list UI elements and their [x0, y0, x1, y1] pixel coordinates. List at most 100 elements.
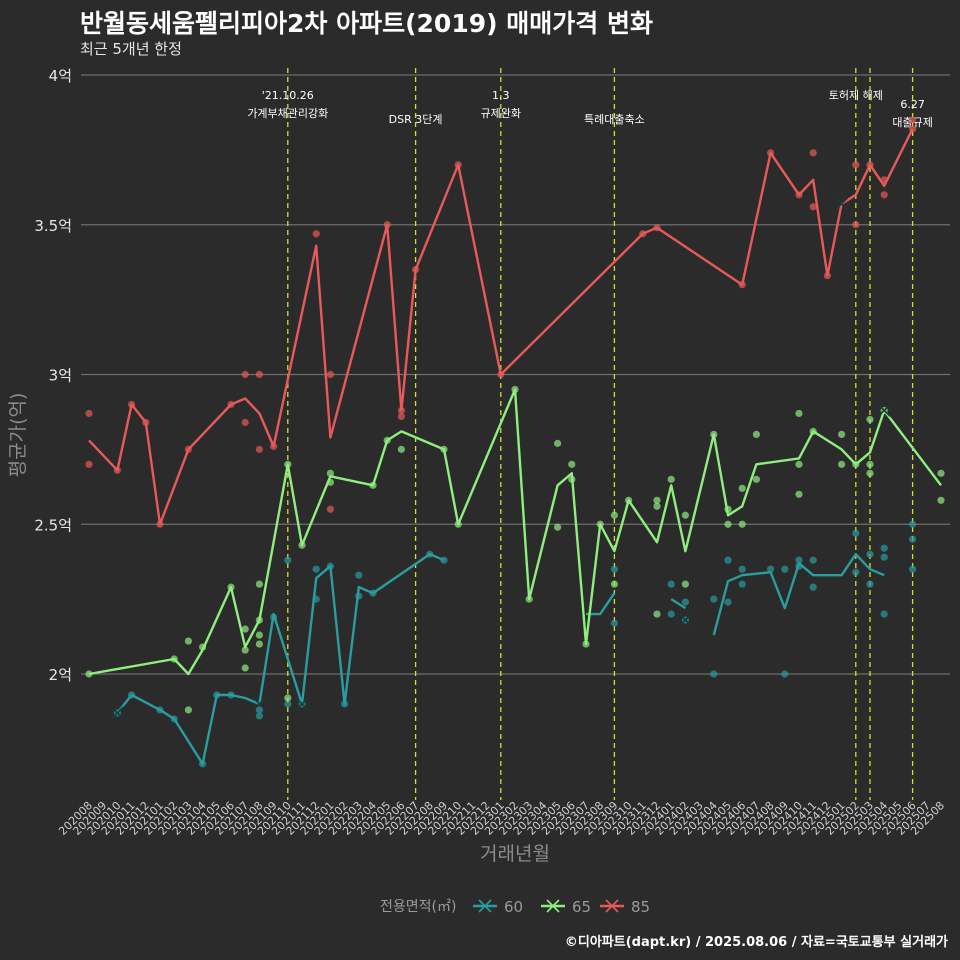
data-point — [255, 445, 263, 453]
data-point — [809, 583, 817, 591]
data-point — [312, 230, 320, 238]
data-point — [866, 580, 874, 588]
legend-items: 60 65 85 — [473, 898, 650, 916]
event-label: '21.10.26 — [262, 89, 314, 102]
data-point — [724, 598, 732, 606]
data-point — [738, 520, 746, 528]
data-point — [866, 469, 874, 477]
chart-title: 반월동세움펠리피아2차 아파트(2019) 매매가격 변화 — [80, 9, 653, 38]
data-point — [866, 415, 874, 424]
legend-label: 60 — [504, 898, 523, 916]
series-line — [712, 553, 885, 636]
data-point — [554, 523, 562, 531]
data-point — [880, 544, 888, 552]
data-point — [880, 191, 888, 199]
series-layer — [85, 116, 945, 768]
data-point — [610, 511, 619, 519]
event-label: 6.27 — [900, 98, 925, 111]
axis-layer: 2억2.5억3억3.5억4억20200820200920201020201120… — [34, 67, 947, 838]
data-point — [184, 637, 192, 645]
data-point — [710, 595, 718, 603]
y-tick-label: 2.5억 — [34, 516, 72, 534]
data-point — [738, 580, 746, 588]
data-point — [312, 565, 320, 573]
data-point — [724, 520, 732, 528]
y-tick-label: 4억 — [49, 67, 72, 85]
data-point — [255, 370, 263, 379]
data-point — [667, 475, 675, 483]
data-point — [653, 496, 661, 504]
cross-marker — [877, 403, 891, 418]
data-point — [284, 694, 292, 702]
data-point — [909, 116, 917, 124]
series-line — [116, 553, 445, 765]
event-label: 특례대출축소 — [584, 113, 645, 126]
data-point — [752, 475, 761, 483]
data-point — [681, 598, 690, 606]
data-point — [880, 553, 888, 561]
x-axis-title: 거래년월 — [480, 843, 550, 865]
series-60 — [110, 520, 917, 768]
data-point — [738, 484, 746, 492]
source-caption: ©디아파트(dapt.kr) / 2025.08.06 / 자료=국토교통부 실… — [564, 935, 948, 950]
data-point — [838, 460, 846, 468]
data-point — [738, 565, 746, 573]
series-line — [88, 388, 942, 676]
data-point — [554, 439, 562, 447]
data-point — [284, 556, 292, 564]
cross-marker — [678, 613, 692, 627]
data-point — [397, 412, 405, 421]
legend-label: 65 — [572, 898, 591, 916]
legend-title: 전용면적(㎡) — [380, 899, 456, 915]
data-point — [667, 610, 675, 618]
chart-subtitle: 최근 5개년 한정 — [80, 40, 182, 58]
data-point — [397, 445, 405, 453]
data-point — [326, 370, 334, 379]
data-point — [795, 490, 803, 498]
data-point — [241, 370, 249, 379]
y-axis-title: 평균가(억) — [7, 393, 29, 478]
data-point — [809, 149, 817, 157]
data-point — [255, 706, 263, 714]
data-point — [241, 625, 249, 633]
data-point — [838, 430, 846, 438]
data-point — [937, 469, 945, 477]
data-point — [767, 565, 775, 573]
data-point — [326, 505, 334, 513]
data-point — [610, 619, 619, 627]
y-tick-label: 2억 — [49, 666, 72, 684]
data-point — [681, 511, 690, 519]
cross-marker — [835, 197, 849, 211]
event-label: 토허제 해제 — [829, 88, 883, 102]
data-point — [781, 670, 789, 678]
data-point — [255, 580, 263, 588]
data-point — [809, 203, 817, 211]
data-point — [809, 556, 817, 564]
data-point — [852, 221, 860, 229]
data-point — [568, 460, 576, 468]
series-line — [670, 598, 687, 610]
data-point — [866, 550, 874, 558]
series-65 — [85, 385, 945, 714]
data-point — [795, 556, 803, 564]
data-point — [241, 418, 249, 427]
data-point — [880, 610, 888, 618]
data-point — [667, 580, 675, 588]
data-point — [795, 460, 803, 468]
cross-marker — [110, 706, 124, 720]
data-point — [610, 580, 619, 588]
legend: 전용면적(㎡) 60 65 85 — [380, 898, 650, 916]
data-point — [795, 409, 803, 418]
data-point — [937, 496, 945, 504]
data-point — [852, 529, 860, 537]
event-lines: '21.10.26 가계부채관리강화 DSR 3단계 1.3 규제완화 특례대출축소 토허제… — [247, 68, 933, 800]
legend-label: 85 — [631, 898, 650, 916]
event-label: 1.3 — [492, 89, 510, 102]
cross-marker — [252, 697, 266, 711]
legend-swatch-cross — [478, 899, 492, 913]
cross-marker — [295, 697, 309, 711]
event-label: 규제완화 — [481, 107, 521, 120]
data-point — [653, 610, 661, 618]
data-point — [255, 712, 263, 720]
